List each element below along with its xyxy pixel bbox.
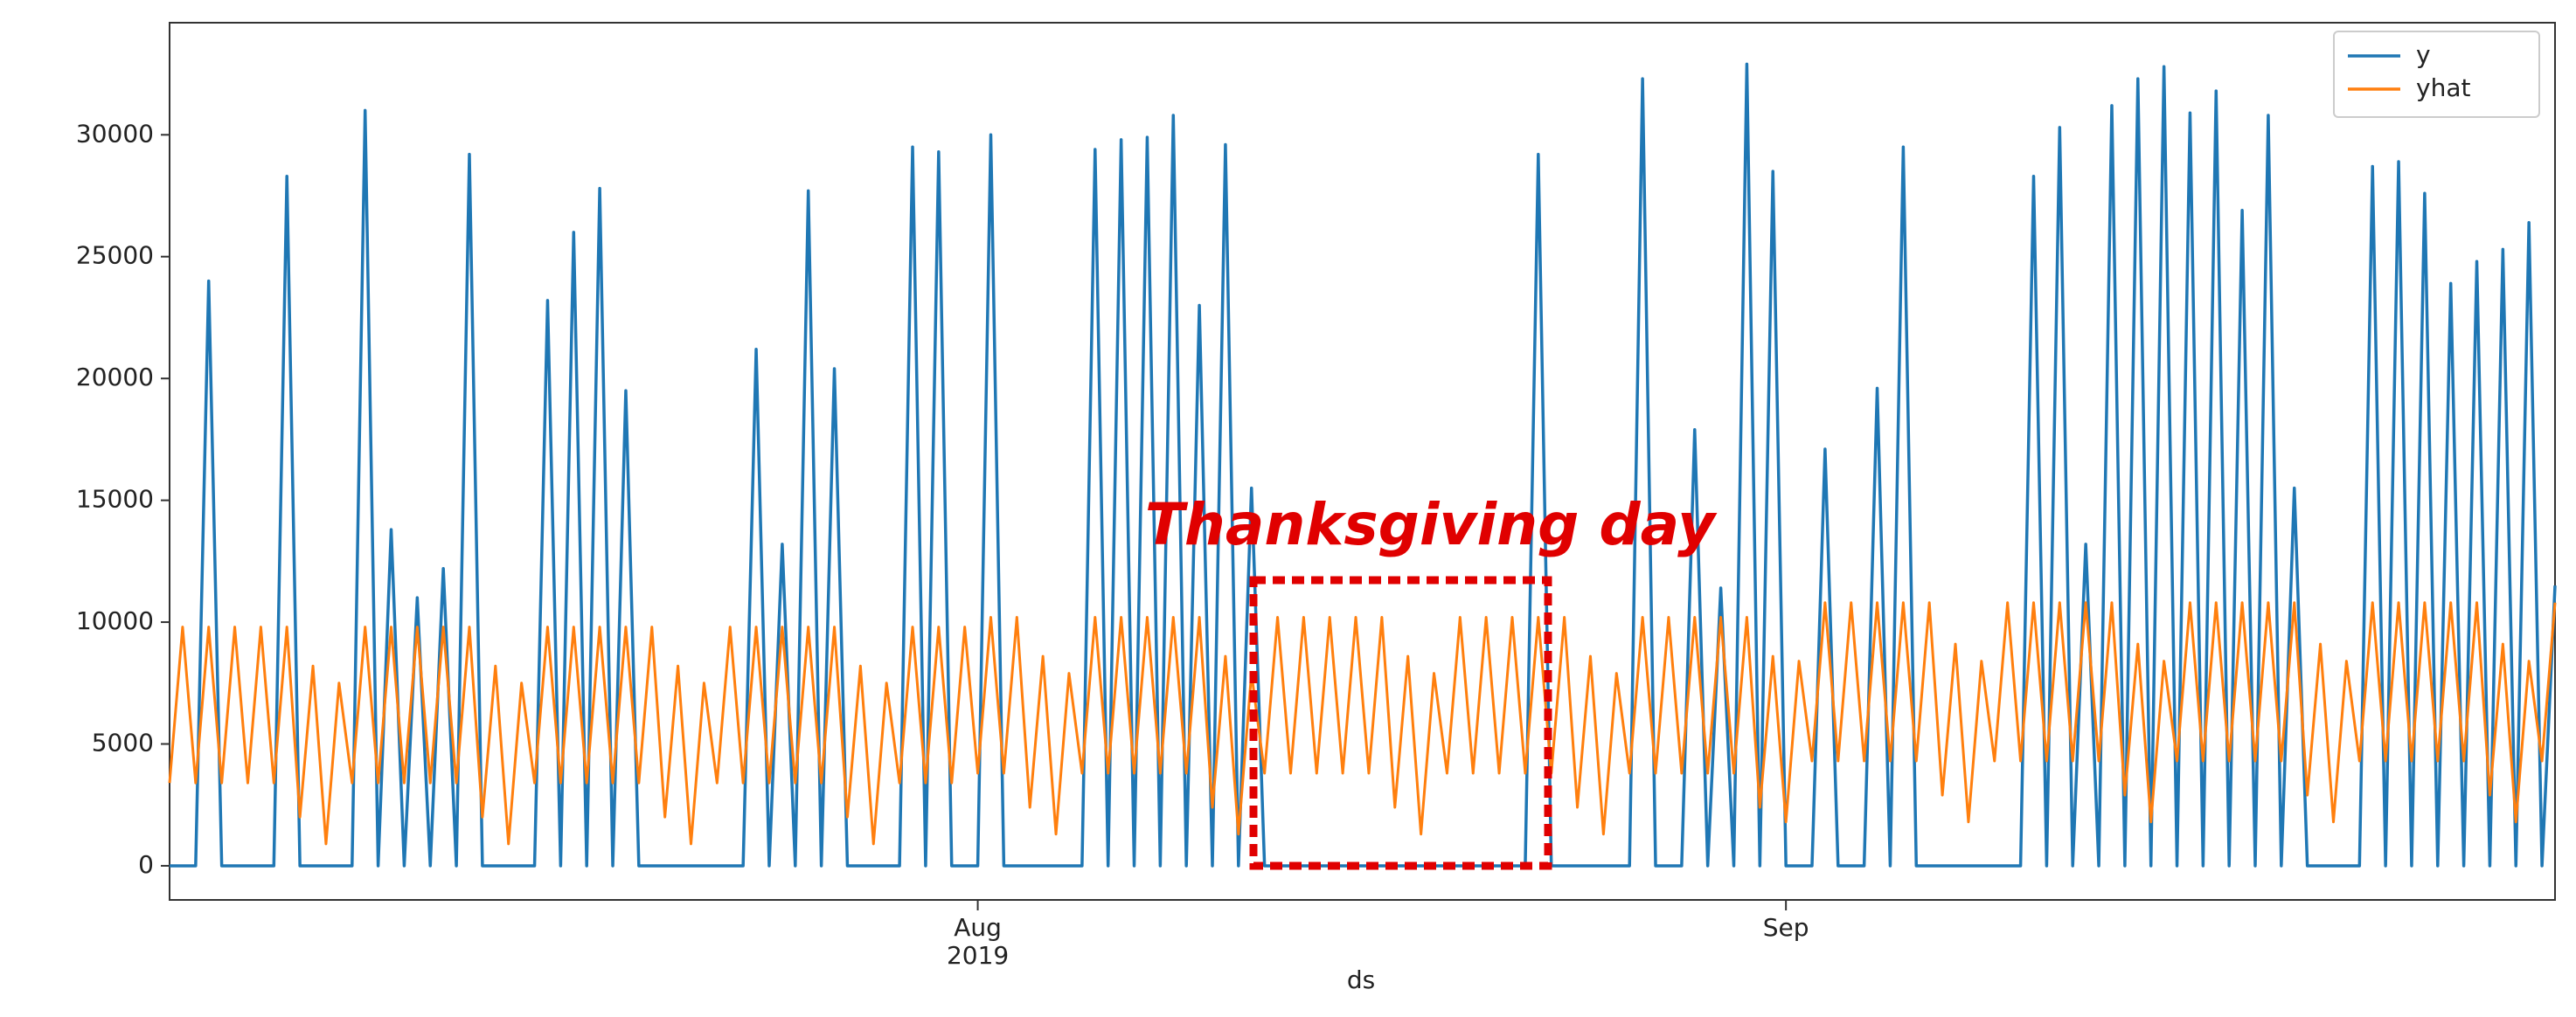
y-tick-label: 0 — [138, 850, 154, 879]
y-tick-label: 25000 — [76, 241, 154, 270]
y-tick-label: 30000 — [76, 119, 154, 148]
y-tick-label: 10000 — [76, 606, 154, 635]
x-tick-label: Sep — [1762, 913, 1809, 942]
y-tick-label: 15000 — [76, 485, 154, 514]
plot-area — [168, 62, 2557, 868]
annotation: Thanksgiving day — [1145, 491, 1718, 558]
x-tick-label: Aug 2019 — [946, 913, 1010, 970]
x-axis-label: ds — [1346, 965, 1376, 994]
legend-label: y — [2416, 40, 2431, 69]
series-line — [170, 62, 2557, 868]
legend: y yhat — [2333, 31, 2540, 118]
series-line — [168, 601, 2557, 846]
y-tick-label: 20000 — [76, 363, 154, 391]
y-tick-label: 5000 — [92, 729, 154, 758]
legend-box — [2333, 31, 2540, 118]
legend-label: yhat — [2416, 73, 2470, 102]
